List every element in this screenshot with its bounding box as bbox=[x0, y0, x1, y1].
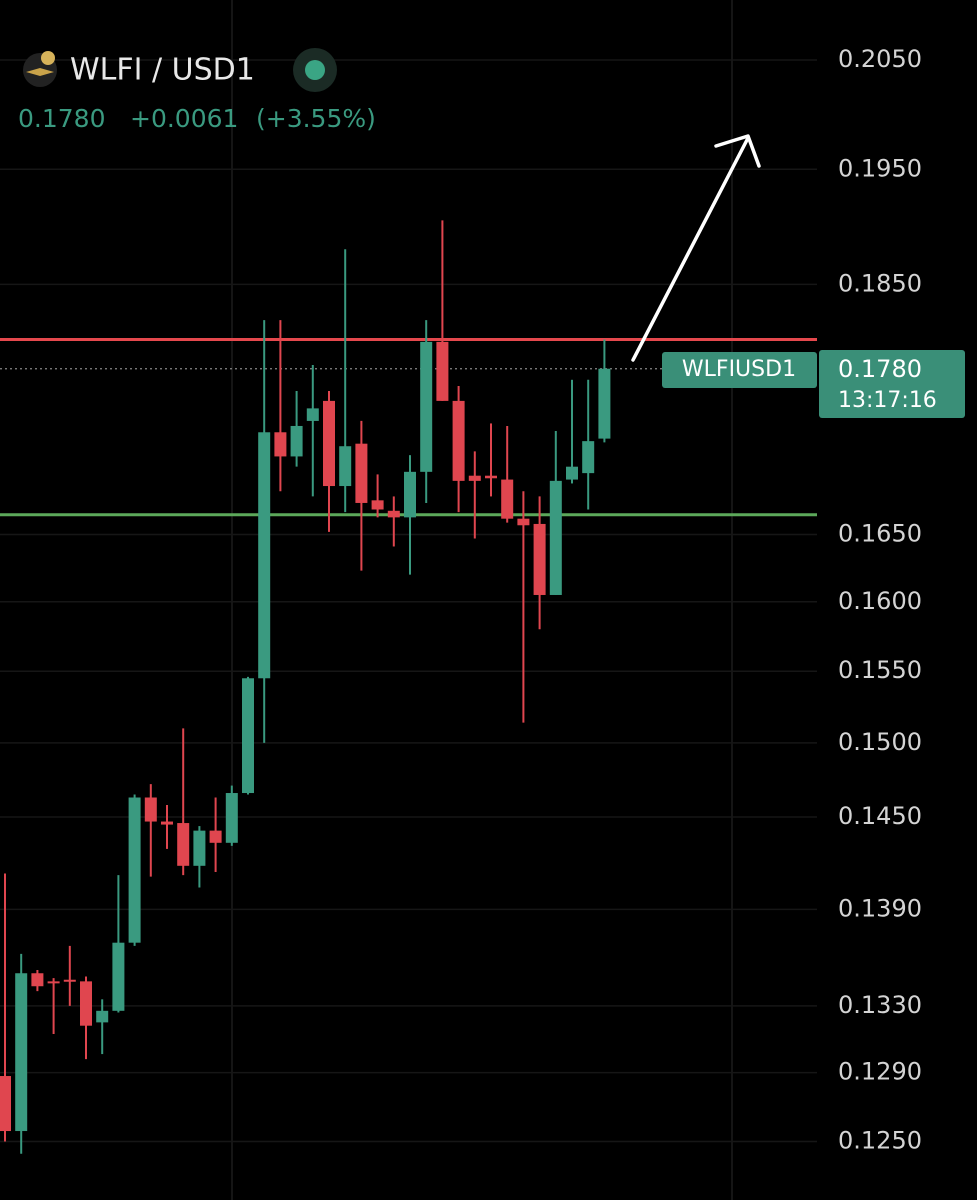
arrow-head bbox=[714, 134, 761, 168]
candle-body bbox=[31, 973, 44, 987]
candle-body bbox=[306, 408, 319, 421]
y-tick-label: 0.1250 bbox=[838, 1127, 922, 1155]
price-tag-price: 0.1780 bbox=[838, 355, 922, 383]
candle-body bbox=[177, 823, 190, 866]
candle-body bbox=[501, 479, 514, 519]
candle-body bbox=[15, 973, 28, 1132]
candle-body bbox=[290, 425, 303, 457]
candle-body bbox=[566, 466, 578, 480]
y-tick-label: 0.1290 bbox=[838, 1058, 922, 1086]
candle-body bbox=[63, 979, 76, 982]
header: WLFI / USD1 0.1780 +0.0061 (+3.55%) bbox=[18, 48, 376, 133]
symbol-title: WLFI / USD1 bbox=[70, 53, 255, 88]
y-tick-label: 0.1850 bbox=[838, 269, 922, 297]
candle-body bbox=[355, 443, 368, 503]
y-tick-label: 0.1550 bbox=[838, 656, 922, 684]
candle-body bbox=[209, 830, 222, 843]
candle-body bbox=[420, 341, 433, 472]
y-tick-label: 0.1600 bbox=[838, 587, 922, 615]
last-price: 0.1780 bbox=[18, 104, 105, 133]
logo-wing bbox=[26, 68, 54, 76]
candle-body bbox=[144, 797, 157, 822]
logo-badge bbox=[41, 51, 55, 65]
candle-body bbox=[452, 400, 465, 481]
y-tick-label: 0.1330 bbox=[838, 991, 922, 1019]
candle-body bbox=[47, 981, 60, 984]
candle-body bbox=[436, 341, 449, 401]
candle-body bbox=[161, 821, 173, 825]
candle-body bbox=[371, 500, 384, 510]
candle-body bbox=[112, 942, 125, 1011]
candle-body bbox=[80, 981, 92, 1026]
candles bbox=[0, 220, 817, 1154]
candle-body bbox=[274, 432, 287, 457]
price-tag-countdown: 13:17:16 bbox=[838, 388, 937, 413]
candle-body bbox=[242, 678, 254, 794]
candle-body bbox=[598, 368, 611, 439]
y-tick-label: 0.1500 bbox=[838, 728, 922, 756]
candle-body bbox=[225, 793, 238, 843]
candle-body bbox=[339, 446, 352, 487]
candle-body bbox=[549, 480, 562, 595]
status-dot bbox=[305, 60, 325, 80]
symbol-tag-label: WLFIUSD1 bbox=[682, 357, 796, 382]
y-tick-label: 0.2050 bbox=[838, 45, 922, 73]
candle-body bbox=[0, 1076, 11, 1132]
price-change: +0.0061 bbox=[130, 104, 238, 133]
y-tick-label: 0.1390 bbox=[838, 894, 922, 922]
price-tag-box bbox=[819, 350, 965, 418]
candle-body bbox=[258, 432, 271, 679]
candle-body bbox=[96, 1010, 109, 1023]
y-tick-label: 0.1450 bbox=[838, 802, 922, 830]
candle-body bbox=[387, 510, 400, 518]
annotation-arrow bbox=[631, 134, 761, 362]
price-change-percent: (+3.55%) bbox=[256, 104, 376, 133]
y-tick-label: 0.1950 bbox=[838, 154, 922, 182]
candle-body bbox=[404, 471, 416, 518]
y-tick-label: 0.1650 bbox=[838, 520, 922, 548]
arrow-shaft bbox=[631, 136, 750, 362]
candle-body bbox=[468, 475, 481, 481]
candle-body bbox=[128, 797, 141, 943]
candle-body bbox=[193, 830, 206, 866]
candle-body bbox=[485, 475, 497, 479]
symbol-tag bbox=[662, 352, 817, 388]
candle-body bbox=[582, 441, 595, 474]
candle-body bbox=[323, 400, 335, 487]
candle-body bbox=[533, 523, 546, 595]
candle-body bbox=[517, 518, 530, 526]
price-tag: WLFIUSD1 0.1780 13:17:16 bbox=[662, 350, 965, 418]
